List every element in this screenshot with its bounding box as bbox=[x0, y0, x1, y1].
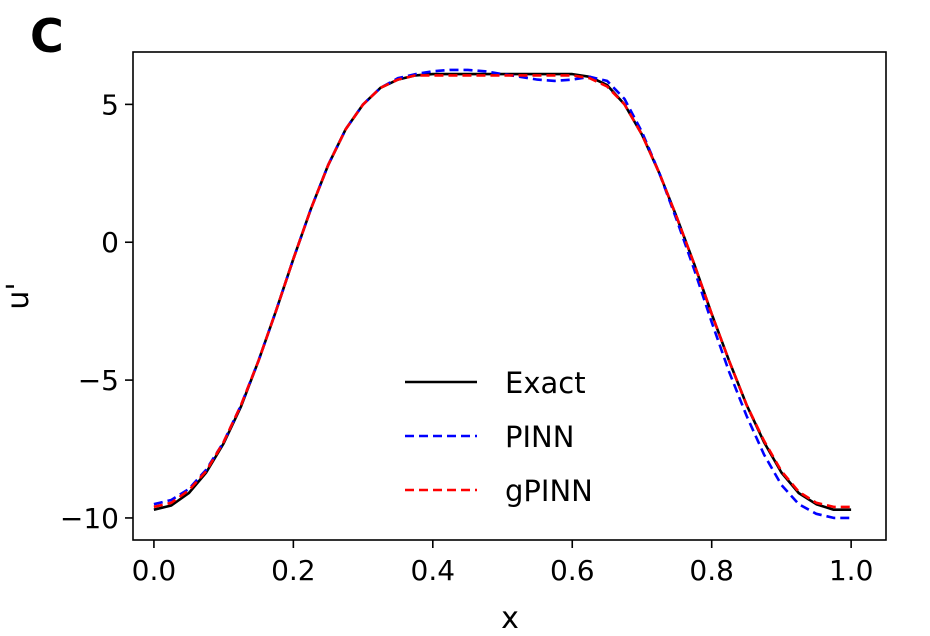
series-line-pinn bbox=[153, 68, 852, 520]
y-tick-label: 0 bbox=[101, 226, 119, 259]
x-tick-label: 1.0 bbox=[829, 554, 874, 587]
x-axis: 0.0 0.2 0.4 0.6 0.8 1.0 bbox=[132, 540, 874, 587]
y-axis: −10 −5 0 5 bbox=[60, 88, 133, 535]
legend: Exact PINN gPINN bbox=[405, 366, 593, 508]
legend-label-exact: Exact bbox=[505, 366, 586, 400]
y-tick-label: −10 bbox=[60, 502, 119, 535]
x-axis-label: x bbox=[501, 601, 519, 636]
legend-label-pinn: PINN bbox=[505, 420, 574, 454]
series-layer bbox=[153, 68, 852, 520]
y-axis-label: u' bbox=[1, 282, 36, 309]
plot-frame bbox=[132, 51, 887, 541]
y-tick-label: −5 bbox=[78, 364, 119, 397]
x-tick-label: 0.2 bbox=[271, 554, 316, 587]
x-tick-label: 0.4 bbox=[411, 554, 456, 587]
y-tick-label: 5 bbox=[101, 88, 119, 121]
series-line-exact bbox=[153, 72, 852, 511]
series-line-gpinn bbox=[153, 74, 852, 509]
x-tick-label: 0.6 bbox=[550, 554, 595, 587]
x-tick-label: 0.0 bbox=[132, 554, 177, 587]
x-tick-label: 0.8 bbox=[689, 554, 734, 587]
panel-label: C bbox=[30, 9, 64, 63]
legend-label-gpinn: gPINN bbox=[505, 474, 593, 508]
